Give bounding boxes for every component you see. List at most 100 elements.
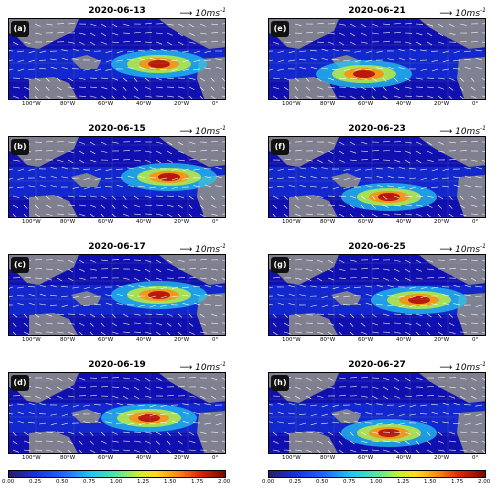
panel-letter-label: (b) bbox=[11, 139, 29, 155]
longitude-tick-label: 40°W bbox=[136, 337, 152, 343]
reference-vector-label: ⟶ 10ms-1 bbox=[439, 125, 486, 137]
longitude-tick-label: 60°W bbox=[358, 101, 374, 107]
reference-vector-label: ⟶ 10ms-1 bbox=[179, 7, 226, 19]
longitude-tick-label: 100°W bbox=[22, 219, 41, 225]
longitude-tick-label: 20°W bbox=[174, 455, 190, 461]
colorbar-tick-label: 0.00 bbox=[262, 479, 275, 485]
map-plot: (a) bbox=[8, 18, 226, 100]
colorbar-tick-label: 0.75 bbox=[343, 479, 356, 485]
panel-date-title: 2020-06-25 bbox=[348, 242, 406, 252]
longitude-tick-label: 80°W bbox=[60, 101, 76, 107]
panel-date-title: 2020-06-21 bbox=[348, 6, 406, 16]
longitude-tick-label: 60°W bbox=[98, 455, 114, 461]
colorbar-tick-label: 1.25 bbox=[137, 479, 150, 485]
longitude-tick-label: 0° bbox=[212, 337, 219, 343]
longitude-tick-label: 80°W bbox=[320, 455, 336, 461]
panel-letter-label: (h) bbox=[271, 375, 289, 391]
colorbar-tick-label: 1.00 bbox=[370, 479, 383, 485]
longitude-tick-label: 80°W bbox=[60, 337, 76, 343]
colorbar-tick-label: 0.25 bbox=[29, 479, 42, 485]
map-panel: 2020-06-19⟶ 10ms-1(d)40°N30°N20°N10°N0°1… bbox=[8, 358, 226, 468]
map-panel: 2020-06-25⟶ 10ms-1(g)40°N30°N20°N10°N0°1… bbox=[268, 240, 486, 350]
panel-date-title: 2020-06-15 bbox=[88, 124, 146, 134]
colorbar-tick-label: 1.50 bbox=[164, 479, 177, 485]
longitude-tick-label: 0° bbox=[472, 219, 479, 225]
reference-vector-label: ⟶ 10ms-1 bbox=[439, 361, 486, 373]
longitude-tick-label: 80°W bbox=[320, 219, 336, 225]
map-panel: 2020-06-27⟶ 10ms-1(h)40°N30°N20°N10°N0°1… bbox=[268, 358, 486, 468]
map-panel: 2020-06-13⟶ 10ms-1(a)40°N30°N20°N10°N0°1… bbox=[8, 4, 226, 114]
colorbar-tick-label: 0.00 bbox=[2, 479, 15, 485]
map-plot: (b) bbox=[8, 136, 226, 218]
map-plot: (e) bbox=[268, 18, 486, 100]
longitude-tick-label: 40°W bbox=[396, 101, 412, 107]
panel-letter-label: (e) bbox=[271, 21, 289, 37]
longitude-tick-label: 80°W bbox=[320, 337, 336, 343]
longitude-tick-label: 100°W bbox=[22, 455, 41, 461]
longitude-tick-label: 0° bbox=[212, 455, 219, 461]
longitude-tick-label: 40°W bbox=[396, 337, 412, 343]
longitude-tick-label: 20°W bbox=[434, 219, 450, 225]
longitude-tick-label: 20°W bbox=[434, 101, 450, 107]
longitude-tick-label: 80°W bbox=[60, 219, 76, 225]
colorbar bbox=[8, 470, 226, 478]
longitude-tick-label: 100°W bbox=[22, 101, 41, 107]
map-plot: (d) bbox=[8, 372, 226, 454]
longitude-tick-label: 0° bbox=[472, 101, 479, 107]
longitude-tick-label: 60°W bbox=[358, 219, 374, 225]
map-panel: 2020-06-23⟶ 10ms-1(f)40°N30°N20°N10°N0°1… bbox=[268, 122, 486, 232]
map-plot: (g) bbox=[268, 254, 486, 336]
panel-date-title: 2020-06-19 bbox=[88, 360, 146, 370]
panel-date-title: 2020-06-13 bbox=[88, 6, 146, 16]
colorbar bbox=[268, 470, 486, 478]
longitude-tick-label: 60°W bbox=[98, 337, 114, 343]
map-panel: 2020-06-21⟶ 10ms-1(e)40°N30°N20°N10°N0°1… bbox=[268, 4, 486, 114]
colorbar-tick-label: 0.25 bbox=[289, 479, 302, 485]
longitude-tick-label: 60°W bbox=[358, 455, 374, 461]
colorbar-tick-label: 1.25 bbox=[397, 479, 410, 485]
longitude-tick-label: 80°W bbox=[320, 101, 336, 107]
longitude-tick-label: 60°W bbox=[98, 101, 114, 107]
panel-date-title: 2020-06-23 bbox=[348, 124, 406, 134]
longitude-tick-label: 0° bbox=[472, 455, 479, 461]
longitude-tick-label: 20°W bbox=[434, 455, 450, 461]
colorbar-tick-label: 0.50 bbox=[316, 479, 329, 485]
longitude-tick-label: 40°W bbox=[396, 455, 412, 461]
panel-date-title: 2020-06-27 bbox=[348, 360, 406, 370]
colorbar-tick-label: 0.50 bbox=[56, 479, 69, 485]
reference-vector-label: ⟶ 10ms-1 bbox=[179, 361, 226, 373]
colorbar-tick-label: 1.75 bbox=[191, 479, 204, 485]
map-plot: (c) bbox=[8, 254, 226, 336]
panel-letter-label: (f) bbox=[271, 139, 289, 155]
longitude-tick-label: 60°W bbox=[98, 219, 114, 225]
longitude-tick-label: 20°W bbox=[174, 101, 190, 107]
reference-vector-label: ⟶ 10ms-1 bbox=[179, 125, 226, 137]
longitude-tick-label: 0° bbox=[212, 219, 219, 225]
longitude-tick-label: 100°W bbox=[282, 337, 301, 343]
longitude-tick-label: 20°W bbox=[174, 219, 190, 225]
panel-letter-label: (d) bbox=[11, 375, 29, 391]
longitude-tick-label: 20°W bbox=[174, 337, 190, 343]
longitude-tick-label: 60°W bbox=[358, 337, 374, 343]
longitude-tick-label: 20°W bbox=[434, 337, 450, 343]
longitude-tick-label: 40°W bbox=[136, 219, 152, 225]
panel-date-title: 2020-06-17 bbox=[88, 242, 146, 252]
colorbar-tick-label: 0.75 bbox=[83, 479, 96, 485]
longitude-tick-label: 100°W bbox=[282, 455, 301, 461]
longitude-tick-label: 100°W bbox=[282, 219, 301, 225]
colorbar-tick-label: 1.75 bbox=[451, 479, 464, 485]
longitude-tick-label: 100°W bbox=[22, 337, 41, 343]
map-panel: 2020-06-17⟶ 10ms-1(c)40°N30°N20°N10°N0°1… bbox=[8, 240, 226, 350]
colorbar-tick-label: 2.00 bbox=[218, 479, 231, 485]
colorbar-tick-label: 1.00 bbox=[110, 479, 123, 485]
map-plot: (h) bbox=[268, 372, 486, 454]
longitude-tick-label: 0° bbox=[212, 101, 219, 107]
longitude-tick-label: 40°W bbox=[396, 219, 412, 225]
longitude-tick-label: 100°W bbox=[282, 101, 301, 107]
map-plot: (f) bbox=[268, 136, 486, 218]
panel-letter-label: (a) bbox=[11, 21, 29, 37]
colorbar-tick-label: 1.50 bbox=[424, 479, 437, 485]
longitude-tick-label: 80°W bbox=[60, 455, 76, 461]
reference-vector-label: ⟶ 10ms-1 bbox=[439, 243, 486, 255]
longitude-tick-label: 40°W bbox=[136, 101, 152, 107]
